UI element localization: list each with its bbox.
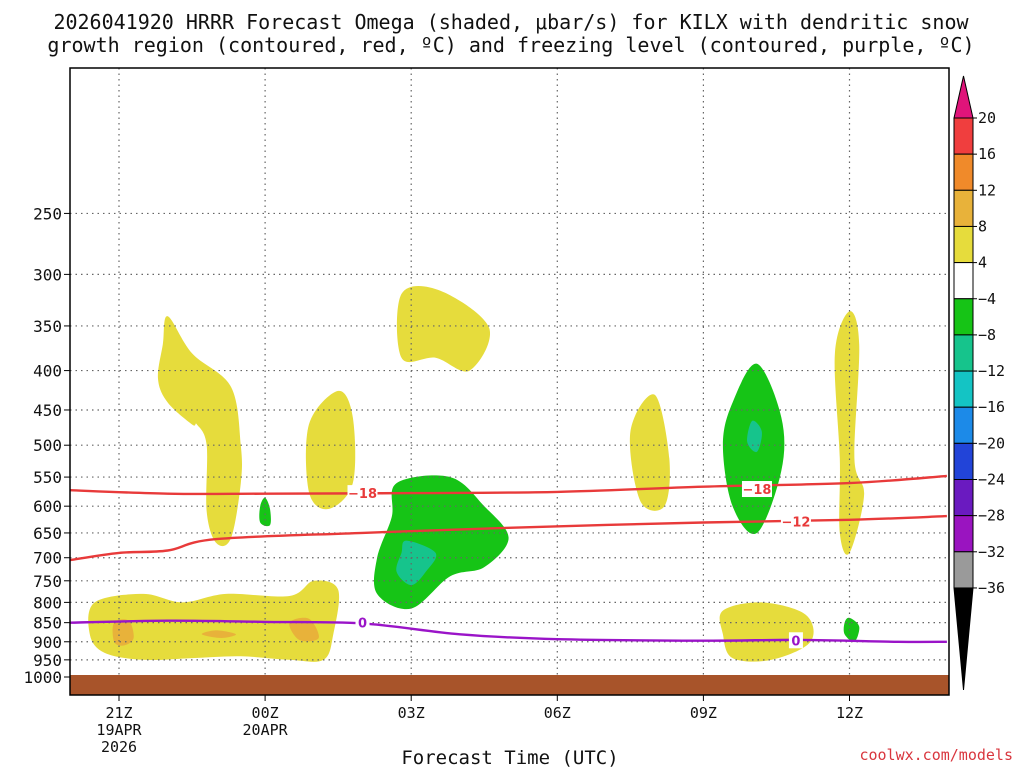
y-tick-label: 650 (33, 524, 62, 543)
credit-text: coolwx.com/models (859, 746, 1013, 764)
y-tick-label: 400 (33, 362, 62, 381)
omega-region-14 (396, 540, 437, 586)
colorbar-label: −16 (978, 398, 1005, 416)
colorbar-bin (953, 262, 974, 300)
omega-region-8 (201, 630, 236, 638)
plot-area: −18 −18 −12 0 0 (69, 67, 950, 696)
y-tick-label: 950 (33, 651, 62, 670)
colorbar: 20 16 12 8 4 −4 −8 −12 −16 −20 −24 −28 −32 −36 (953, 75, 1005, 691)
omega-region-3 (629, 394, 670, 511)
contour-label-bg (355, 614, 370, 631)
colorbar-label: 4 (978, 254, 987, 272)
ground-fill (70, 675, 949, 695)
chart-title-line-1: 2026041920 HRRR Forecast Omega (shaded, … (53, 10, 969, 34)
contour-label: −18 (348, 487, 377, 502)
plot-frame (69, 67, 950, 696)
omega-region-7 (112, 619, 134, 646)
colorbar-bin (953, 225, 974, 264)
omega-region-1 (396, 285, 491, 372)
colorbar-label: 8 (978, 217, 987, 235)
x-tick-label: 06Z (544, 704, 571, 722)
x-tick-label: 19APR (96, 721, 142, 739)
contour-label: −18 (742, 483, 771, 498)
colorbar-label: −12 (978, 362, 1005, 380)
colorbar-label: −4 (978, 290, 996, 308)
x-tick-label: 03Z (398, 704, 425, 722)
x-tick-label: 2026 (101, 738, 137, 756)
y-tick-label: 600 (33, 497, 62, 516)
contour-label-bg (347, 485, 378, 502)
y-tick-label: 500 (33, 436, 62, 455)
ground-layer (70, 675, 949, 695)
contour-label-bg (780, 513, 811, 530)
omega-region-0 (157, 316, 242, 547)
x-tick-label: 20APR (243, 721, 289, 739)
colorbar-bin (953, 117, 974, 155)
y-tick-label: 250 (33, 204, 62, 223)
y-tick-label: 900 (33, 633, 62, 652)
x-tick-label: 00Z (252, 704, 279, 722)
colorbar-bin (953, 334, 974, 372)
colorbar-label: −20 (978, 434, 1005, 452)
colorbar-label: −28 (978, 507, 1005, 525)
contour-label: 0 (791, 634, 800, 649)
contour-labels: −18 −18 −12 0 0 (347, 481, 811, 649)
colorbar-label: −32 (978, 543, 1005, 561)
y-tick-label: 800 (33, 593, 62, 612)
colorbar-label: 16 (978, 145, 996, 163)
y-tick-label: 550 (33, 468, 62, 487)
colorbar-top-arrow (953, 75, 974, 119)
colorbar-bottom-arrow (953, 587, 974, 691)
colorbar-bin (953, 406, 974, 444)
omega-region-11 (259, 497, 271, 527)
x-tick-label: 21Z (105, 704, 132, 722)
colorbar-label: −24 (978, 471, 1005, 489)
y-axis-ticks: 2503003504004505005506006507007508008509… (23, 204, 70, 687)
omega-region-13 (843, 617, 860, 642)
y-tick-label: 750 (33, 572, 62, 591)
y-tick-label: 700 (33, 549, 62, 568)
contour-label-bg (741, 481, 772, 498)
colorbar-bin (953, 189, 974, 227)
contour-line-dendritic-18 (70, 474, 947, 496)
contour-line-freezing-0 (70, 619, 947, 644)
contour-label: −12 (781, 515, 810, 530)
contour-label-bg (788, 632, 803, 649)
y-tick-label: 450 (33, 401, 62, 420)
contour-label: 0 (358, 617, 367, 632)
colorbar-bin (953, 551, 974, 589)
colorbar-bin (953, 442, 974, 481)
x-tick-label: 12Z (836, 704, 863, 722)
y-tick-label: 850 (33, 614, 62, 633)
omega-region-2 (305, 390, 356, 510)
chart-title-line-2: growth region (contoured, red, ºC) and f… (47, 33, 974, 57)
colorbar-label: 12 (978, 181, 996, 199)
colorbar-bin (953, 298, 974, 336)
x-axis-label: Forecast Time (UTC) (401, 747, 618, 768)
colorbar-bin (953, 153, 974, 191)
colorbar-bin (953, 370, 974, 408)
omega-region-15 (747, 420, 762, 453)
y-tick-label: 1000 (23, 668, 62, 687)
y-tick-label: 300 (33, 265, 62, 284)
x-tick-label: 09Z (690, 704, 717, 722)
y-tick-label: 350 (33, 317, 62, 336)
colorbar-label: −8 (978, 326, 996, 344)
omega-region-9 (289, 617, 319, 642)
colorbar-bin (953, 515, 974, 553)
omega-region-4 (834, 311, 865, 555)
colorbar-bin (953, 479, 974, 517)
colorbar-label: 20 (978, 109, 996, 127)
colorbar-label: −36 (978, 579, 1005, 597)
